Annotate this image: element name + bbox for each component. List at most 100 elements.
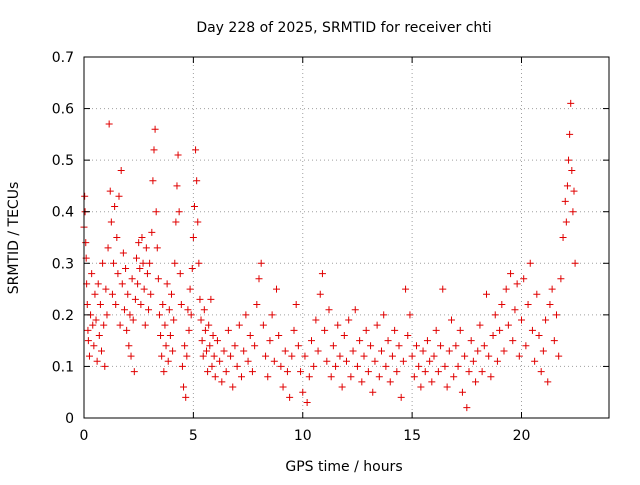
data-point xyxy=(489,331,497,339)
data-point xyxy=(546,301,554,309)
data-point xyxy=(251,342,259,350)
data-point xyxy=(160,368,168,376)
data-point xyxy=(104,244,112,252)
data-point xyxy=(297,368,305,376)
data-point xyxy=(305,373,313,381)
data-point xyxy=(134,280,142,288)
data-point xyxy=(199,352,207,360)
data-point xyxy=(314,347,322,355)
data-point xyxy=(220,347,228,355)
data-point xyxy=(561,197,569,205)
data-point xyxy=(571,259,579,267)
data-point xyxy=(463,404,471,412)
data-point xyxy=(99,259,107,267)
data-point xyxy=(92,316,100,324)
data-point xyxy=(120,306,128,314)
data-point xyxy=(208,362,216,370)
data-point xyxy=(206,342,214,350)
y-tick-label: 0.5 xyxy=(52,153,74,169)
data-point xyxy=(498,301,506,309)
data-point xyxy=(152,208,160,216)
data-point xyxy=(262,352,270,360)
data-point xyxy=(544,378,552,386)
data-point xyxy=(201,326,209,334)
data-point xyxy=(371,357,379,365)
data-point xyxy=(255,275,263,283)
y-tick-label: 0 xyxy=(65,411,74,427)
data-point xyxy=(184,306,192,314)
data-point xyxy=(349,347,357,355)
data-point xyxy=(136,264,144,272)
y-axis-label: SRMTID / TECUs xyxy=(6,182,22,295)
data-point xyxy=(380,311,388,319)
data-point xyxy=(94,280,102,288)
data-point xyxy=(88,270,96,278)
data-point xyxy=(373,321,381,329)
data-point xyxy=(542,316,550,324)
y-tick-label: 0.1 xyxy=(52,359,74,375)
data-point xyxy=(145,306,153,314)
data-point xyxy=(96,301,104,309)
data-point xyxy=(93,357,101,365)
data-point xyxy=(112,301,120,309)
data-point xyxy=(353,362,361,370)
data-point xyxy=(402,285,410,293)
data-point xyxy=(456,326,464,334)
data-point xyxy=(84,326,92,334)
data-point xyxy=(224,326,232,334)
data-point xyxy=(487,373,495,381)
data-point xyxy=(292,301,300,309)
plot-frame xyxy=(83,56,610,419)
data-point xyxy=(235,321,243,329)
data-point xyxy=(419,347,427,355)
data-point xyxy=(114,270,122,278)
data-point xyxy=(166,331,174,339)
data-point xyxy=(227,352,235,360)
data-point xyxy=(570,187,578,195)
data-point xyxy=(567,99,575,107)
data-point xyxy=(461,352,469,360)
data-point xyxy=(281,347,289,355)
data-point xyxy=(336,352,344,360)
data-point xyxy=(205,321,213,329)
data-point xyxy=(327,373,335,381)
data-point xyxy=(476,321,484,329)
data-point xyxy=(148,228,156,236)
data-point xyxy=(465,368,473,376)
y-tick-label: 0.7 xyxy=(52,50,74,66)
data-point xyxy=(91,290,99,298)
data-point xyxy=(408,352,416,360)
data-point xyxy=(345,316,353,324)
data-point xyxy=(524,301,532,309)
data-point xyxy=(170,316,178,324)
data-point xyxy=(404,331,412,339)
data-point xyxy=(84,337,92,345)
data-point xyxy=(434,368,442,376)
data-point xyxy=(81,192,89,200)
data-point xyxy=(180,383,188,391)
data-point xyxy=(415,362,423,370)
data-point xyxy=(417,383,425,391)
data-point xyxy=(423,337,431,345)
data-point xyxy=(110,259,118,267)
data-point xyxy=(183,352,191,360)
data-point xyxy=(169,347,177,355)
y-tick-label: 0.3 xyxy=(52,256,74,272)
data-point xyxy=(137,301,145,309)
data-point xyxy=(196,295,204,303)
data-point xyxy=(539,347,547,355)
data-point xyxy=(128,275,136,283)
data-point xyxy=(197,316,205,324)
data-point xyxy=(569,208,577,216)
data-point xyxy=(146,259,154,267)
data-point xyxy=(301,352,309,360)
data-point xyxy=(288,352,296,360)
data-point xyxy=(149,177,157,185)
data-point xyxy=(211,373,219,381)
data-point xyxy=(437,342,445,350)
data-point xyxy=(246,331,254,339)
data-point xyxy=(273,285,280,293)
data-point xyxy=(95,331,103,339)
data-point xyxy=(528,326,536,334)
